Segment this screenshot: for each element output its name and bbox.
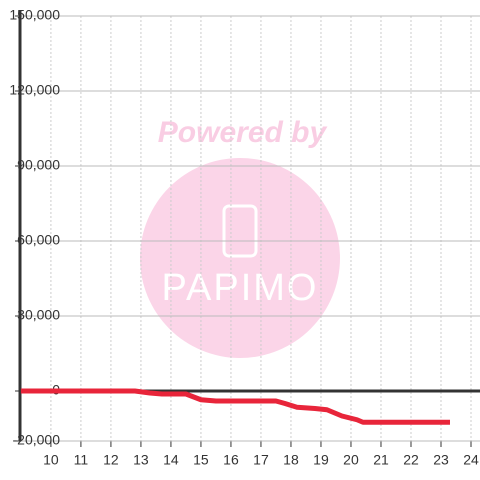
x-tick-label: 13	[133, 452, 149, 468]
x-tick-label: 22	[403, 452, 419, 468]
x-tick-label: 18	[283, 452, 299, 468]
x-tick-label: 23	[433, 452, 449, 468]
x-tick-label: 12	[103, 452, 119, 468]
y-tick-label: -20,000	[13, 432, 61, 448]
y-tick-label: 60,000	[17, 232, 60, 248]
watermark-circle	[140, 158, 340, 358]
x-tick-label: 17	[253, 452, 269, 468]
x-tick-label: 16	[223, 452, 239, 468]
x-tick-label: 14	[163, 452, 179, 468]
watermark-phone	[222, 204, 258, 258]
y-tick-label: 150,000	[9, 7, 60, 23]
x-tick-label: 15	[193, 452, 209, 468]
x-tick-label: 24	[463, 452, 479, 468]
watermark-logo: PAPIMO	[162, 267, 319, 309]
y-tick-label: 30,000	[17, 307, 60, 323]
y-tick-label: 120,000	[9, 82, 60, 98]
watermark-text: Powered by	[158, 116, 328, 149]
x-tick-label: 10	[43, 452, 59, 468]
x-tick-label: 19	[313, 452, 329, 468]
x-tick-label: 20	[343, 452, 359, 468]
y-tick-label: 90,000	[17, 157, 60, 173]
series-line	[20, 388, 450, 425]
x-tick-label: 11	[74, 452, 89, 468]
x-tick-label: 21	[373, 452, 389, 468]
